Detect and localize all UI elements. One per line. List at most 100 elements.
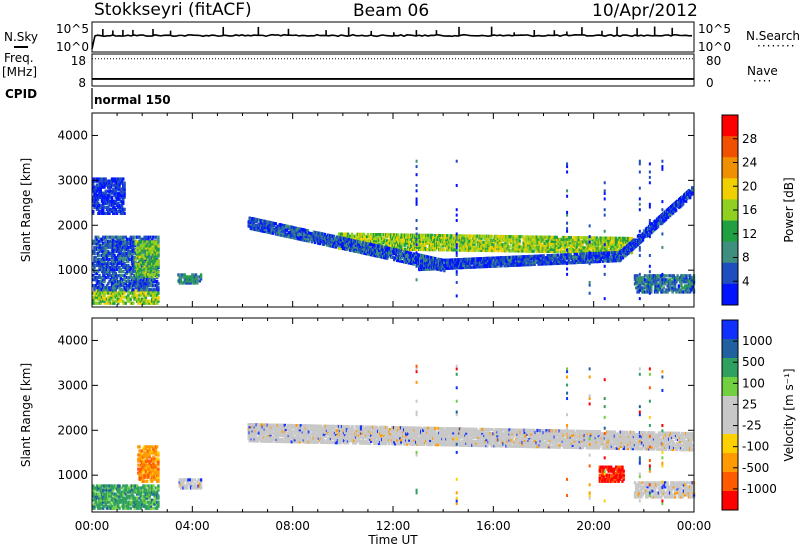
power-panel-cell xyxy=(135,235,139,239)
power-panel-cell xyxy=(94,237,97,241)
beam-label: Beam 06 xyxy=(353,1,430,21)
power-panel-cell xyxy=(554,253,557,257)
power-panel-cell xyxy=(134,280,138,284)
power-panel-cell xyxy=(95,257,99,262)
power-panel-cell xyxy=(548,243,551,247)
power-panel-cell xyxy=(147,246,150,250)
power-panel-cell xyxy=(123,273,126,278)
power-panel-cell xyxy=(144,286,148,290)
power-panel-cell xyxy=(97,251,100,255)
power-panel-cell xyxy=(113,257,116,262)
power-panel-cell xyxy=(155,282,159,286)
power-panel-cell xyxy=(537,256,540,260)
power-panel-cell xyxy=(344,234,348,238)
power-panel-cell xyxy=(177,279,180,283)
power-panel-cell xyxy=(509,237,512,241)
noise-spike xyxy=(102,29,104,36)
power-panel-cell xyxy=(152,240,155,244)
power-panel-cell xyxy=(362,236,366,241)
power-panel-cell xyxy=(618,246,622,251)
power-panel-cell xyxy=(581,242,585,246)
power-panel-cell xyxy=(598,259,602,264)
power-panel-cell xyxy=(100,295,104,299)
power-panel-cell xyxy=(112,295,115,299)
power-panel-cell xyxy=(277,228,281,233)
power-panel-cell xyxy=(97,261,100,266)
power-panel-cell xyxy=(546,245,549,249)
power-panel-cell xyxy=(115,257,119,262)
noise-spike xyxy=(553,30,556,36)
power-panel-cell xyxy=(95,189,99,193)
power-panel-cell xyxy=(110,263,114,268)
power-panel-cell xyxy=(93,263,96,268)
power-panel-cell xyxy=(144,235,148,239)
power-panel-cell xyxy=(153,261,156,266)
power-panel-cell xyxy=(512,257,515,261)
power-panel-cell xyxy=(372,251,376,255)
power-panel-cell xyxy=(103,288,106,292)
power-panel-cell xyxy=(397,254,400,259)
power-panel-cell xyxy=(443,269,446,273)
power-panel-cell xyxy=(606,255,610,259)
power-panel-cell xyxy=(139,282,143,286)
power-panel-cell xyxy=(515,241,518,245)
power-panel-cell xyxy=(118,261,121,266)
power-panel-cell xyxy=(472,259,475,263)
power-panel-cell xyxy=(299,231,303,235)
power-panel-cell xyxy=(194,279,198,283)
power-panel-cell xyxy=(145,240,149,244)
power-panel-cell xyxy=(117,291,120,295)
power-panel-cell xyxy=(543,237,546,241)
power-panel-cell xyxy=(128,265,131,270)
power-panel-cell xyxy=(376,246,380,250)
power-panel-cell xyxy=(128,297,131,301)
power-panel-cell xyxy=(316,235,320,239)
power-panel-cell xyxy=(147,282,150,286)
power-panel-cell xyxy=(94,295,97,299)
power-panel-cell xyxy=(134,274,138,278)
power-panel-cell xyxy=(179,277,183,281)
power-panel-cell xyxy=(138,286,141,290)
power-panel-cell xyxy=(401,259,404,264)
power-panel-cell xyxy=(650,224,654,228)
power-panel-cell xyxy=(99,247,102,251)
power-panel-cell xyxy=(148,272,151,276)
power-panel-cell xyxy=(268,226,271,231)
power-panel-cell xyxy=(97,263,100,268)
power-panel-cell xyxy=(97,203,100,207)
power-panel-cell xyxy=(690,192,694,196)
power-panel-cell xyxy=(622,238,626,243)
power-panel-cell xyxy=(489,236,492,240)
power-panel-cell xyxy=(139,248,143,252)
power-panel-cell xyxy=(431,259,434,263)
power-panel-cell xyxy=(528,260,531,265)
power-panel-cell xyxy=(133,249,136,253)
power-panel-cell xyxy=(568,242,571,246)
power-panel-cell xyxy=(144,288,148,292)
power-panel-cell xyxy=(530,247,533,251)
power-panel-cell xyxy=(110,267,114,272)
power-panel-cell xyxy=(97,259,100,264)
power-panel-cell xyxy=(100,237,104,241)
power-panel-cell xyxy=(375,241,379,245)
power-panel-cell xyxy=(137,272,140,276)
power-panel-cell xyxy=(506,255,509,260)
power-panel-cell xyxy=(114,288,117,292)
power-panel-cell xyxy=(150,280,154,284)
power-panel-cell xyxy=(110,257,114,262)
power-panel-cell xyxy=(148,242,151,246)
power-panel-cell xyxy=(483,242,486,246)
power-panel-cell xyxy=(426,257,429,261)
power-panel-cell xyxy=(123,291,126,295)
power-panel-cell xyxy=(157,264,160,268)
power-panel-cell xyxy=(110,276,114,280)
power-panel-cell xyxy=(129,267,133,272)
power-panel-cell xyxy=(291,236,295,240)
power-panel-cell xyxy=(602,255,606,259)
power-panel-cell xyxy=(283,226,287,230)
power-panel-cell xyxy=(115,282,119,286)
power-panel-cell xyxy=(485,240,488,244)
power-panel-cell xyxy=(93,205,96,209)
power-panel-cell xyxy=(405,258,408,262)
power-panel-cell xyxy=(267,228,270,232)
